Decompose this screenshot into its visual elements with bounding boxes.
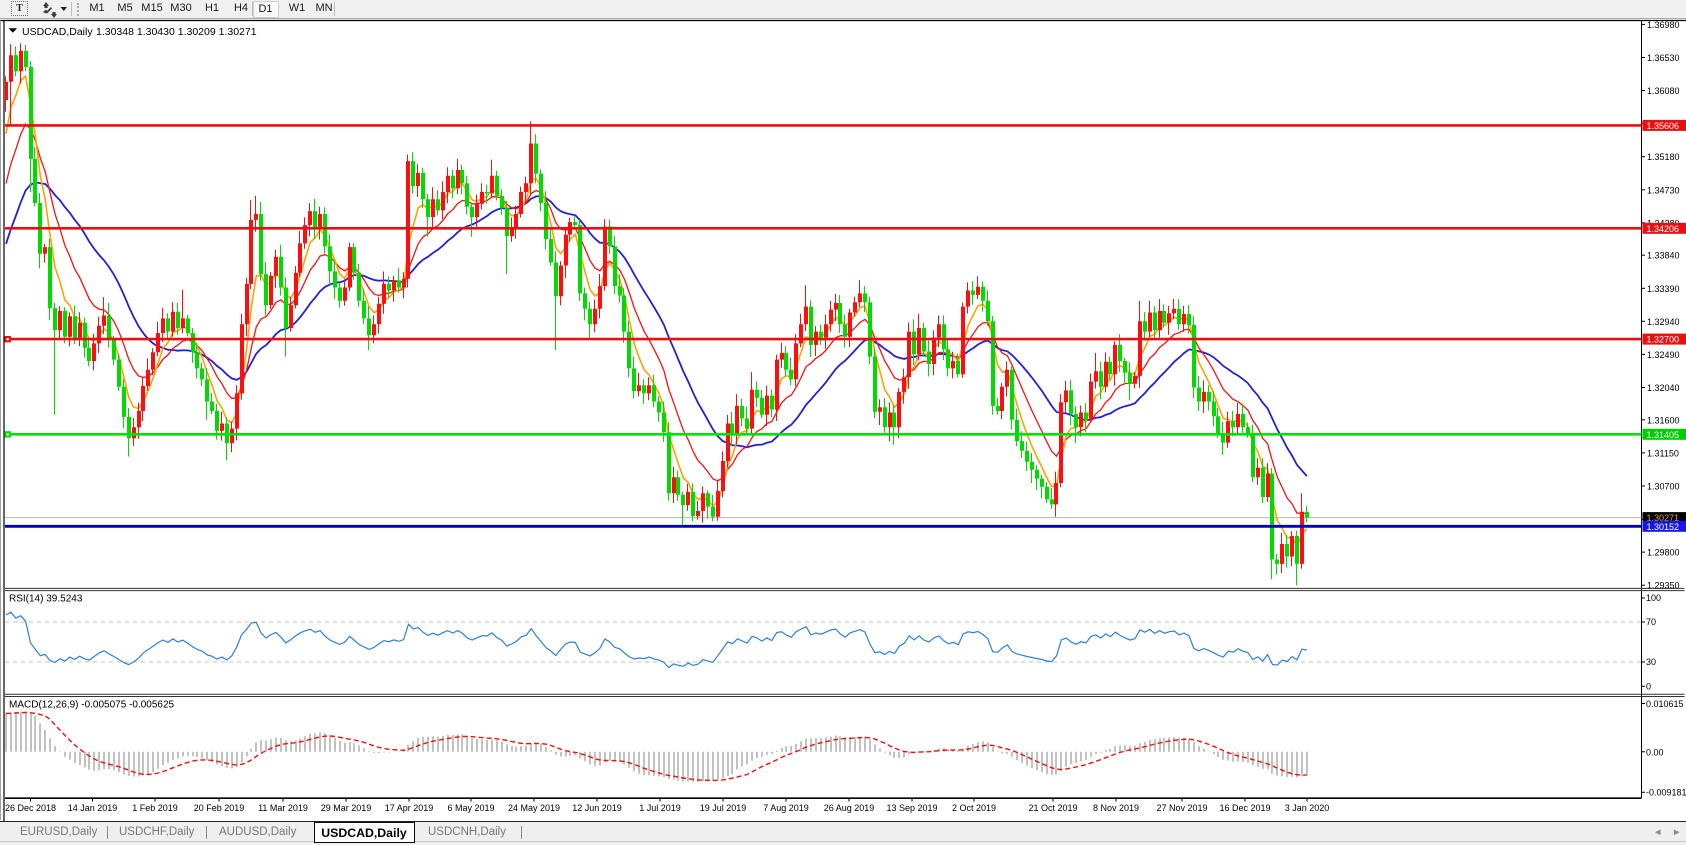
svg-text:1.36530: 1.36530 bbox=[1647, 53, 1680, 63]
svg-text:1.32940: 1.32940 bbox=[1647, 317, 1680, 327]
svg-text:1.33390: 1.33390 bbox=[1647, 284, 1680, 294]
svg-text:MACD(12,26,9) -0.005075 -0.005: MACD(12,26,9) -0.005075 -0.005625 bbox=[9, 700, 175, 711]
svg-text:1.34206: 1.34206 bbox=[1647, 224, 1680, 234]
svg-text:26 Dec 2018: 26 Dec 2018 bbox=[5, 803, 56, 813]
svg-text:30: 30 bbox=[1646, 657, 1656, 667]
svg-text:1.30271: 1.30271 bbox=[1647, 513, 1680, 523]
svg-text:RSI(14) 39.5243: RSI(14) 39.5243 bbox=[9, 594, 83, 605]
svg-text:1.29350: 1.29350 bbox=[1647, 581, 1680, 591]
svg-text:12 Jun 2019: 12 Jun 2019 bbox=[572, 803, 622, 813]
svg-text:29 Mar 2019: 29 Mar 2019 bbox=[321, 803, 372, 813]
svg-text:1 Feb 2019: 1 Feb 2019 bbox=[132, 803, 178, 813]
svg-text:1.30152: 1.30152 bbox=[1647, 522, 1680, 532]
svg-text:1.34730: 1.34730 bbox=[1647, 185, 1680, 195]
svg-text:1.32490: 1.32490 bbox=[1647, 350, 1680, 360]
svg-text:1.31150: 1.31150 bbox=[1647, 448, 1679, 458]
svg-text:24 May 2019: 24 May 2019 bbox=[508, 803, 560, 813]
svg-text:0.010615: 0.010615 bbox=[1646, 699, 1684, 709]
svg-text:1.36080: 1.36080 bbox=[1647, 86, 1680, 96]
svg-text:1.35180: 1.35180 bbox=[1647, 152, 1680, 162]
svg-text:1.32700: 1.32700 bbox=[1647, 335, 1680, 345]
svg-text:1 Jul 2019: 1 Jul 2019 bbox=[639, 803, 681, 813]
svg-text:1.29800: 1.29800 bbox=[1647, 548, 1680, 558]
svg-text:27 Nov 2019: 27 Nov 2019 bbox=[1156, 803, 1207, 813]
svg-text:1.36980: 1.36980 bbox=[1647, 20, 1680, 30]
svg-text:1.30700: 1.30700 bbox=[1647, 482, 1680, 492]
svg-text:1.31600: 1.31600 bbox=[1647, 415, 1680, 425]
svg-text:-0.009181: -0.009181 bbox=[1646, 788, 1686, 798]
svg-text:3 Jan 2020: 3 Jan 2020 bbox=[1285, 803, 1330, 813]
svg-text:6 May 2019: 6 May 2019 bbox=[447, 803, 494, 813]
svg-text:26 Aug 2019: 26 Aug 2019 bbox=[824, 803, 875, 813]
svg-text:21 Oct 2019: 21 Oct 2019 bbox=[1028, 803, 1077, 813]
svg-text:19 Jul 2019: 19 Jul 2019 bbox=[700, 803, 747, 813]
svg-text:11 Mar 2019: 11 Mar 2019 bbox=[258, 803, 308, 813]
svg-text:1.30348 1.30430 1.30209 1.3027: 1.30348 1.30430 1.30209 1.30271 bbox=[96, 26, 257, 38]
svg-text:1.35606: 1.35606 bbox=[1647, 121, 1680, 131]
svg-text:1.32040: 1.32040 bbox=[1647, 383, 1680, 393]
svg-text:13 Sep 2019: 13 Sep 2019 bbox=[886, 803, 937, 813]
svg-text:0: 0 bbox=[1646, 682, 1651, 692]
svg-text:7 Aug 2019: 7 Aug 2019 bbox=[763, 803, 809, 813]
svg-text:1.33840: 1.33840 bbox=[1647, 251, 1680, 261]
svg-text:100: 100 bbox=[1646, 593, 1661, 603]
svg-text:1.31405: 1.31405 bbox=[1647, 430, 1680, 440]
svg-text:70: 70 bbox=[1646, 617, 1656, 627]
svg-text:2 Oct 2019: 2 Oct 2019 bbox=[952, 803, 996, 813]
svg-text:16 Dec 2019: 16 Dec 2019 bbox=[1219, 803, 1270, 813]
svg-text:20 Feb 2019: 20 Feb 2019 bbox=[194, 803, 245, 813]
svg-text:USDCAD,Daily: USDCAD,Daily bbox=[22, 26, 93, 38]
svg-text:17 Apr 2019: 17 Apr 2019 bbox=[385, 803, 434, 813]
svg-text:8 Nov 2019: 8 Nov 2019 bbox=[1093, 803, 1139, 813]
svg-text:0.00: 0.00 bbox=[1646, 747, 1664, 757]
svg-text:14 Jan 2019: 14 Jan 2019 bbox=[68, 803, 118, 813]
